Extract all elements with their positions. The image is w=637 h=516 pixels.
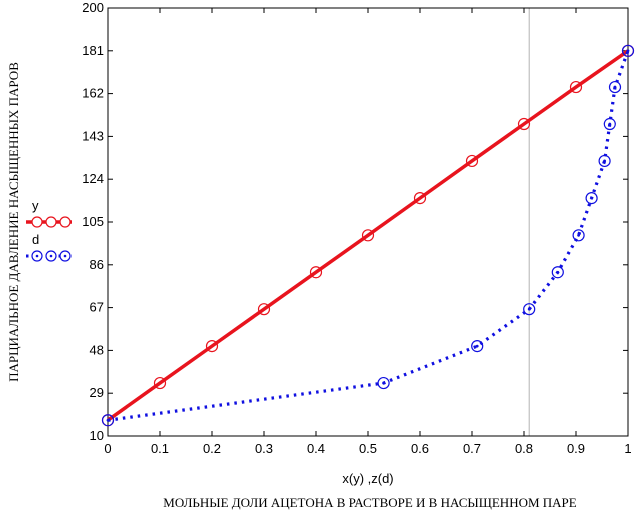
legend-label-d: d [32,232,39,247]
x-tick-label: 0.2 [203,441,221,456]
data-point-center-d [527,307,531,311]
legend-marker-center-d [49,254,53,258]
data-point-d [101,414,115,427]
data-point-y [153,376,167,390]
data-point-center-d [608,122,612,126]
data-point-d [572,229,585,242]
x-axis-label: x(y) ,z(d) [342,471,393,486]
legend-marker-y [31,216,43,228]
data-point-d [603,117,616,131]
data-point-d [621,44,635,57]
series-line-y [106,49,630,422]
data-point-y [517,117,531,131]
x-tick-label: 0.7 [463,441,481,456]
x-tick-label: 0.8 [515,441,533,456]
data-point-center-d [556,270,560,274]
data-point-center-d [626,49,630,53]
data-point-y [413,192,427,205]
data-point-center-d [603,159,606,163]
y-tick-label: 200 [82,0,104,15]
legend-marker-y [45,216,57,228]
y-tick-label: 67 [90,300,104,315]
data-point-center-d [475,344,479,348]
y-tick-label: 143 [82,128,104,143]
data-point-center-d [106,418,110,422]
data-point-d [471,340,484,353]
data-point-y [361,229,375,242]
y-tick-label: 29 [90,385,104,400]
y-axis-label: ПАРЦИАЛЬНОЕ ДАВЛЕНИЕ НАСЫЩЕННЫХ ПАРОВ [6,62,21,382]
x-tick-label: 0.4 [307,441,325,456]
x-tick-label: 1 [624,441,631,456]
data-point-d [377,376,390,390]
data-point-d [585,192,598,205]
x-tick-label: 0.1 [151,441,169,456]
legend-label-y: y [32,198,39,213]
footer-caption: МОЛЬНЫЕ ДОЛИ АЦЕТОНА В РАСТВОРЕ И В НАСЫ… [163,495,577,510]
data-point-y [309,266,323,279]
x-tick-label: 0.3 [255,441,273,456]
y-tick-label: 181 [82,43,104,58]
data-point-d [523,303,536,316]
legend: yd [26,198,72,262]
x-tick-label: 0 [104,441,111,456]
series-group [101,44,635,427]
data-point-center-d [382,381,385,385]
x-tick-label: 0.5 [359,441,377,456]
x-tick-label: 0.9 [567,441,585,456]
data-point-y [205,340,219,353]
series-line-d [107,50,630,422]
legend-marker-center-d [35,254,39,258]
y-tick-label: 48 [90,342,104,357]
data-point-y [257,303,271,316]
y-tick-label: 162 [82,86,104,101]
axes-group: 0 0.1 0.2 0.3 0.4 0.5 0.6 0.7 0.8 0.9 1 10 29 48 67 86 1… [82,0,631,456]
data-point-d [598,154,611,168]
data-point-d [551,266,564,279]
x-tick-label: 0.6 [411,441,429,456]
data-point-y [465,154,479,168]
y-tick-label: 105 [82,214,104,229]
legend-marker-center-d [63,254,67,258]
data-point-center-d [590,196,593,200]
plot-frame [107,7,629,437]
y-tick-label: 124 [82,171,104,186]
data-point-y [569,80,583,94]
legend-marker-y [59,216,71,228]
y-tick-label: 10 [90,428,104,443]
data-point-center-d [613,85,617,89]
data-point-center-d [577,233,580,237]
y-tick-label: 86 [90,257,104,272]
data-point-d [608,80,622,94]
